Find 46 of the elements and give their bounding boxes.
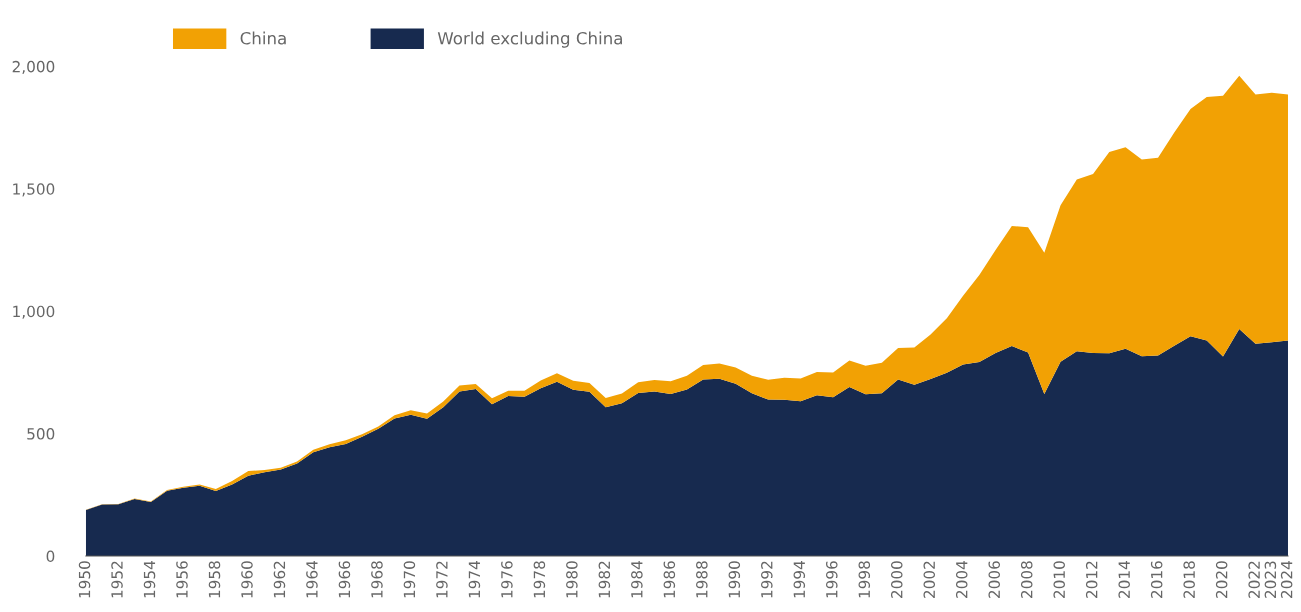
x-tick-label: 1958 bbox=[208, 561, 221, 598]
x-tick-label: 1988 bbox=[696, 561, 708, 598]
y-tick-label: 500 bbox=[27, 428, 55, 440]
x-tick-label: 1978 bbox=[533, 561, 546, 598]
x-tick-label: 1970 bbox=[403, 561, 416, 598]
x-tick-label: 1964 bbox=[306, 561, 318, 598]
x-tick-label: 1994 bbox=[793, 561, 806, 598]
x-tick-label: 1954 bbox=[143, 561, 156, 598]
x-tick-label: 1984 bbox=[631, 561, 643, 598]
x-tick-label: 1962 bbox=[273, 561, 286, 598]
x-tick-label: 2010 bbox=[1053, 561, 1065, 598]
x-tick-label: 1998 bbox=[858, 561, 871, 598]
x-tick-label: 1982 bbox=[598, 561, 611, 598]
x-tick-label: 2023 bbox=[1264, 561, 1277, 598]
y-tick-label: 1,500 bbox=[13, 183, 55, 197]
x-tick-label: 1976 bbox=[501, 561, 513, 598]
y-tick-label: 1,000 bbox=[13, 305, 55, 319]
x-tick-label: 1972 bbox=[436, 561, 448, 598]
x-tick-label: 1950 bbox=[78, 561, 91, 598]
x-tick-label: 2024 bbox=[1280, 561, 1293, 598]
legend-label: China bbox=[240, 31, 286, 45]
x-tick-label: 2018 bbox=[1183, 561, 1195, 598]
legend-label: World excluding China bbox=[437, 31, 622, 48]
x-tick-label: 2022 bbox=[1248, 561, 1260, 598]
x-tick-label: 2020 bbox=[1215, 561, 1228, 598]
x-tick-label: 1974 bbox=[468, 561, 481, 598]
y-tick-label: 2,000 bbox=[12, 60, 55, 74]
x-tick-label: 1968 bbox=[371, 561, 383, 598]
x-tick-label: 1960 bbox=[241, 561, 253, 598]
x-tick-label: 1956 bbox=[176, 561, 188, 598]
x-tick-label: 1986 bbox=[663, 561, 676, 598]
x-tick-label: 2002 bbox=[923, 561, 936, 598]
x-tick-label: 1952 bbox=[111, 561, 123, 598]
x-tick-label: 2012 bbox=[1085, 561, 1098, 598]
x-tick-label: 2006 bbox=[988, 561, 1001, 598]
x-tick-label: 2008 bbox=[1020, 561, 1033, 598]
x-tick-label: 1990 bbox=[728, 561, 741, 598]
y-tick-label: 0 bbox=[46, 550, 55, 563]
x-tick-label: 2000 bbox=[890, 561, 903, 598]
x-tick-label: 2014 bbox=[1118, 561, 1130, 598]
x-tick-label: 2004 bbox=[955, 561, 968, 598]
x-tick-label: 1996 bbox=[826, 561, 838, 598]
x-tick-label: 1980 bbox=[566, 561, 578, 598]
x-tick-label: 1992 bbox=[761, 561, 773, 598]
x-tick-label: 1966 bbox=[338, 561, 351, 598]
x-tick-label: 2016 bbox=[1150, 561, 1163, 598]
